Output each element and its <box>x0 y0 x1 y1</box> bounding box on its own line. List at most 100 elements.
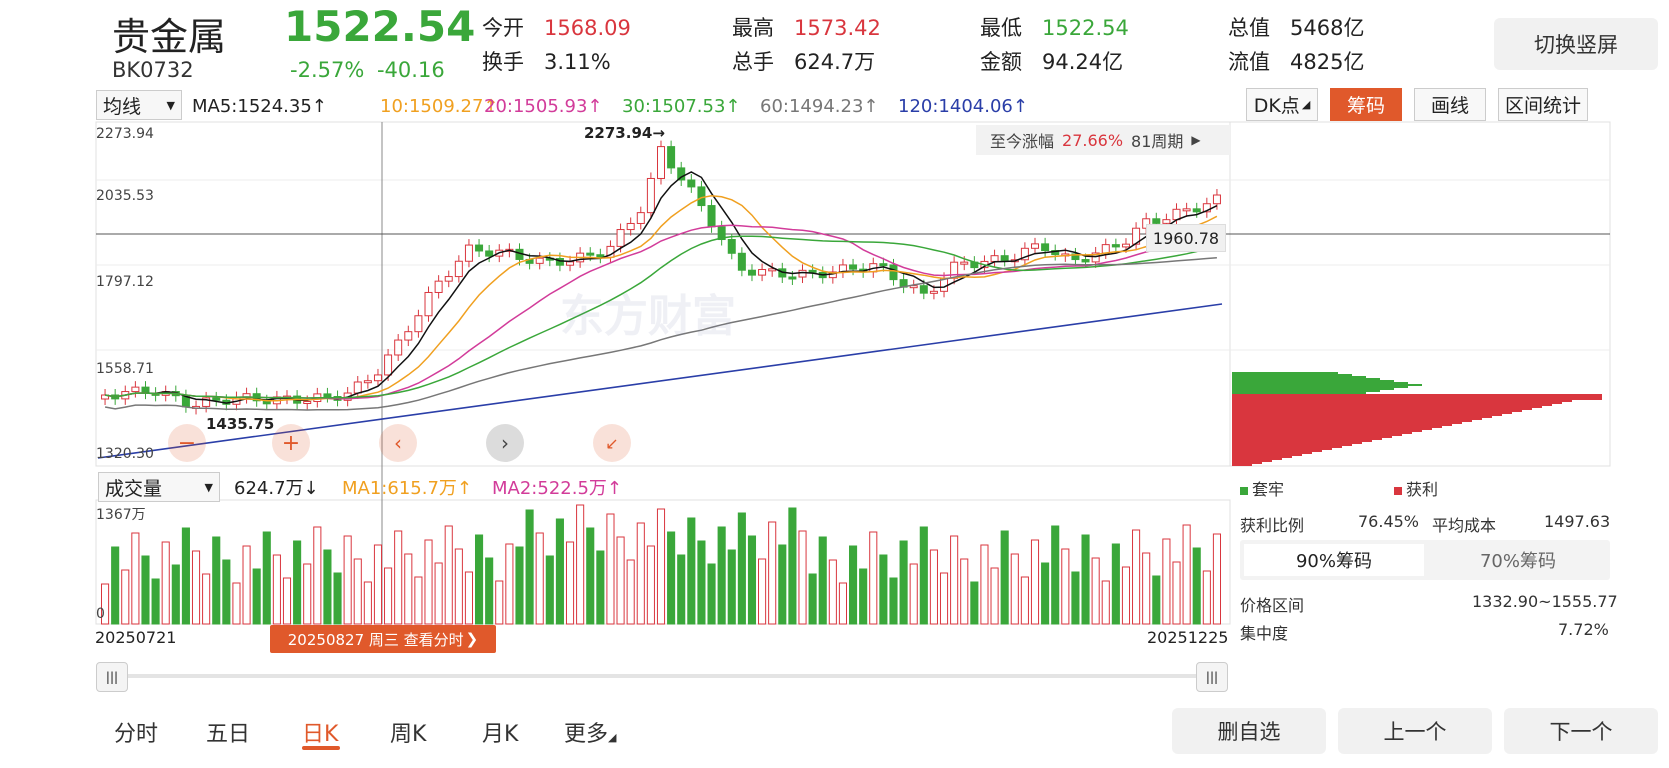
period-gain-badge[interactable]: 至今涨幅 27.66% 81周期 ▶ <box>976 125 1230 155</box>
dropdown-arrow-icon: ▼ <box>204 480 213 494</box>
quote-item: 今开 1568.09 <box>482 12 631 42</box>
chip-bar-profit <box>1232 400 1572 402</box>
scroll-left-icon[interactable]: ‹ <box>379 424 417 462</box>
candle-body <box>929 290 938 294</box>
tab-weekly-k[interactable]: 周K <box>390 722 427 747</box>
chip-bar-trapped <box>1232 372 1338 374</box>
volume-select-label: 成交量 <box>105 477 163 500</box>
candle-body <box>990 255 999 262</box>
zoom-in-icon[interactable]: + <box>272 424 310 462</box>
range-handle-right[interactable]: ||| <box>1196 662 1228 692</box>
chip-bar-profit <box>1232 434 1402 436</box>
candle-body <box>1041 243 1050 252</box>
candle-body <box>1031 243 1039 249</box>
volume-bar <box>464 571 474 625</box>
chip-bar-profit <box>1232 458 1282 460</box>
volume-bar <box>1091 557 1100 625</box>
chip-bar-profit <box>1232 420 1472 422</box>
volume-bar <box>990 567 999 625</box>
legend-trapped-label: 套牢 <box>1252 480 1285 499</box>
y-axis-label: 2035.53 <box>96 188 154 204</box>
volume-bar <box>1030 539 1040 625</box>
range-handle-left[interactable]: ||| <box>96 662 128 692</box>
dk-point-button[interactable]: DK点 ◢ <box>1246 88 1318 121</box>
volume-select[interactable]: 成交量 ▼ <box>98 472 220 502</box>
candle-body <box>323 393 332 398</box>
avg-cost-label: 平均成本 <box>1432 516 1497 535</box>
tab-five-day[interactable]: 五日 <box>206 722 251 747</box>
next-stock-button[interactable]: 下一个 <box>1504 708 1658 754</box>
candle-body <box>677 167 686 181</box>
view-intraday-button[interactable]: 20250827 周三 查看分时 ❯ <box>270 625 496 653</box>
volume-bar <box>849 545 858 625</box>
chip-bar-profit <box>1232 438 1382 440</box>
tab-intraday[interactable]: 分时 <box>114 722 159 747</box>
volume-bar <box>515 546 524 625</box>
candle-body <box>596 254 605 258</box>
rotate-screen-button[interactable]: 切换竖屏 <box>1494 18 1658 70</box>
profit-ratio-label: 获利比例 <box>1240 516 1305 535</box>
volume-bar <box>111 546 120 625</box>
candle-body <box>434 280 443 293</box>
volume-bar <box>636 522 645 625</box>
indicator-select[interactable]: 均线 ▼ <box>96 90 182 120</box>
range-track[interactable] <box>110 674 1210 678</box>
chip-bar-profit <box>1232 422 1462 424</box>
y-axis-label: 2273.94 <box>96 126 154 142</box>
volume-bar <box>1162 538 1171 625</box>
zoom-out-icon[interactable]: − <box>168 424 206 462</box>
volume-bar <box>717 526 726 625</box>
volume-bar <box>1101 580 1110 625</box>
chip-bar-profit <box>1232 446 1342 448</box>
volume-bar <box>737 512 746 625</box>
shrink-icon[interactable]: ↙ <box>593 424 631 462</box>
candle-body <box>1081 259 1090 263</box>
volume-bar <box>859 568 868 625</box>
candle-body <box>737 252 746 271</box>
ma-line <box>104 195 1218 402</box>
tab-chip-70[interactable]: 70%筹码 <box>1479 551 1556 572</box>
volume-bar <box>252 568 261 625</box>
candle-body <box>879 263 888 267</box>
volume-bar <box>1010 553 1019 625</box>
chevron-right-icon: ▶ <box>1191 133 1201 147</box>
previous-stock-button[interactable]: 上一个 <box>1338 708 1492 754</box>
candle-body <box>626 222 635 231</box>
chip-bar-profit <box>1232 440 1372 442</box>
volume-bar <box>394 530 403 625</box>
chip-bar-profit <box>1232 426 1442 428</box>
scroll-right-icon[interactable]: › <box>486 424 524 462</box>
volume-bar <box>272 554 281 625</box>
candle-body <box>1182 208 1191 212</box>
chip-frame <box>1229 121 1611 467</box>
volume-bar <box>202 573 211 625</box>
stock-code: BK0732 <box>112 58 194 82</box>
concentration-label: 集中度 <box>1240 624 1289 643</box>
candle-body <box>414 315 423 333</box>
delete-watchlist-button[interactable]: 删自选 <box>1172 708 1326 754</box>
volume-bar <box>333 572 342 625</box>
tab-monthly-k[interactable]: 月K <box>482 722 519 747</box>
legend-profit: 获利 <box>1394 476 1438 500</box>
quote-label: 总值 <box>1228 16 1270 40</box>
volume-bar <box>1202 570 1211 625</box>
chip-button[interactable]: 筹码 <box>1330 88 1402 121</box>
quote-label: 流值 <box>1228 50 1270 74</box>
volume-bar <box>950 535 959 625</box>
tab-daily-k[interactable]: 日K <box>302 722 339 747</box>
volume-bar <box>586 527 595 625</box>
quote-value: 1522.54 <box>1042 16 1129 40</box>
quote-label: 最低 <box>980 16 1022 40</box>
chip-bar-profit <box>1232 464 1252 466</box>
quote-label: 金额 <box>980 50 1022 74</box>
candle-body <box>717 226 726 241</box>
draw-line-button[interactable]: 画线 <box>1414 88 1486 121</box>
tab-chip-90[interactable]: 90%筹码 <box>1244 544 1424 576</box>
candle-body <box>535 257 544 264</box>
chip-bar-profit <box>1232 430 1422 432</box>
tab-more[interactable]: 更多◢ <box>564 716 616 748</box>
candle-body <box>202 397 211 407</box>
quote-item: 金额 94.24亿 <box>980 46 1123 76</box>
range-stats-button[interactable]: 区间统计 <box>1498 88 1588 121</box>
